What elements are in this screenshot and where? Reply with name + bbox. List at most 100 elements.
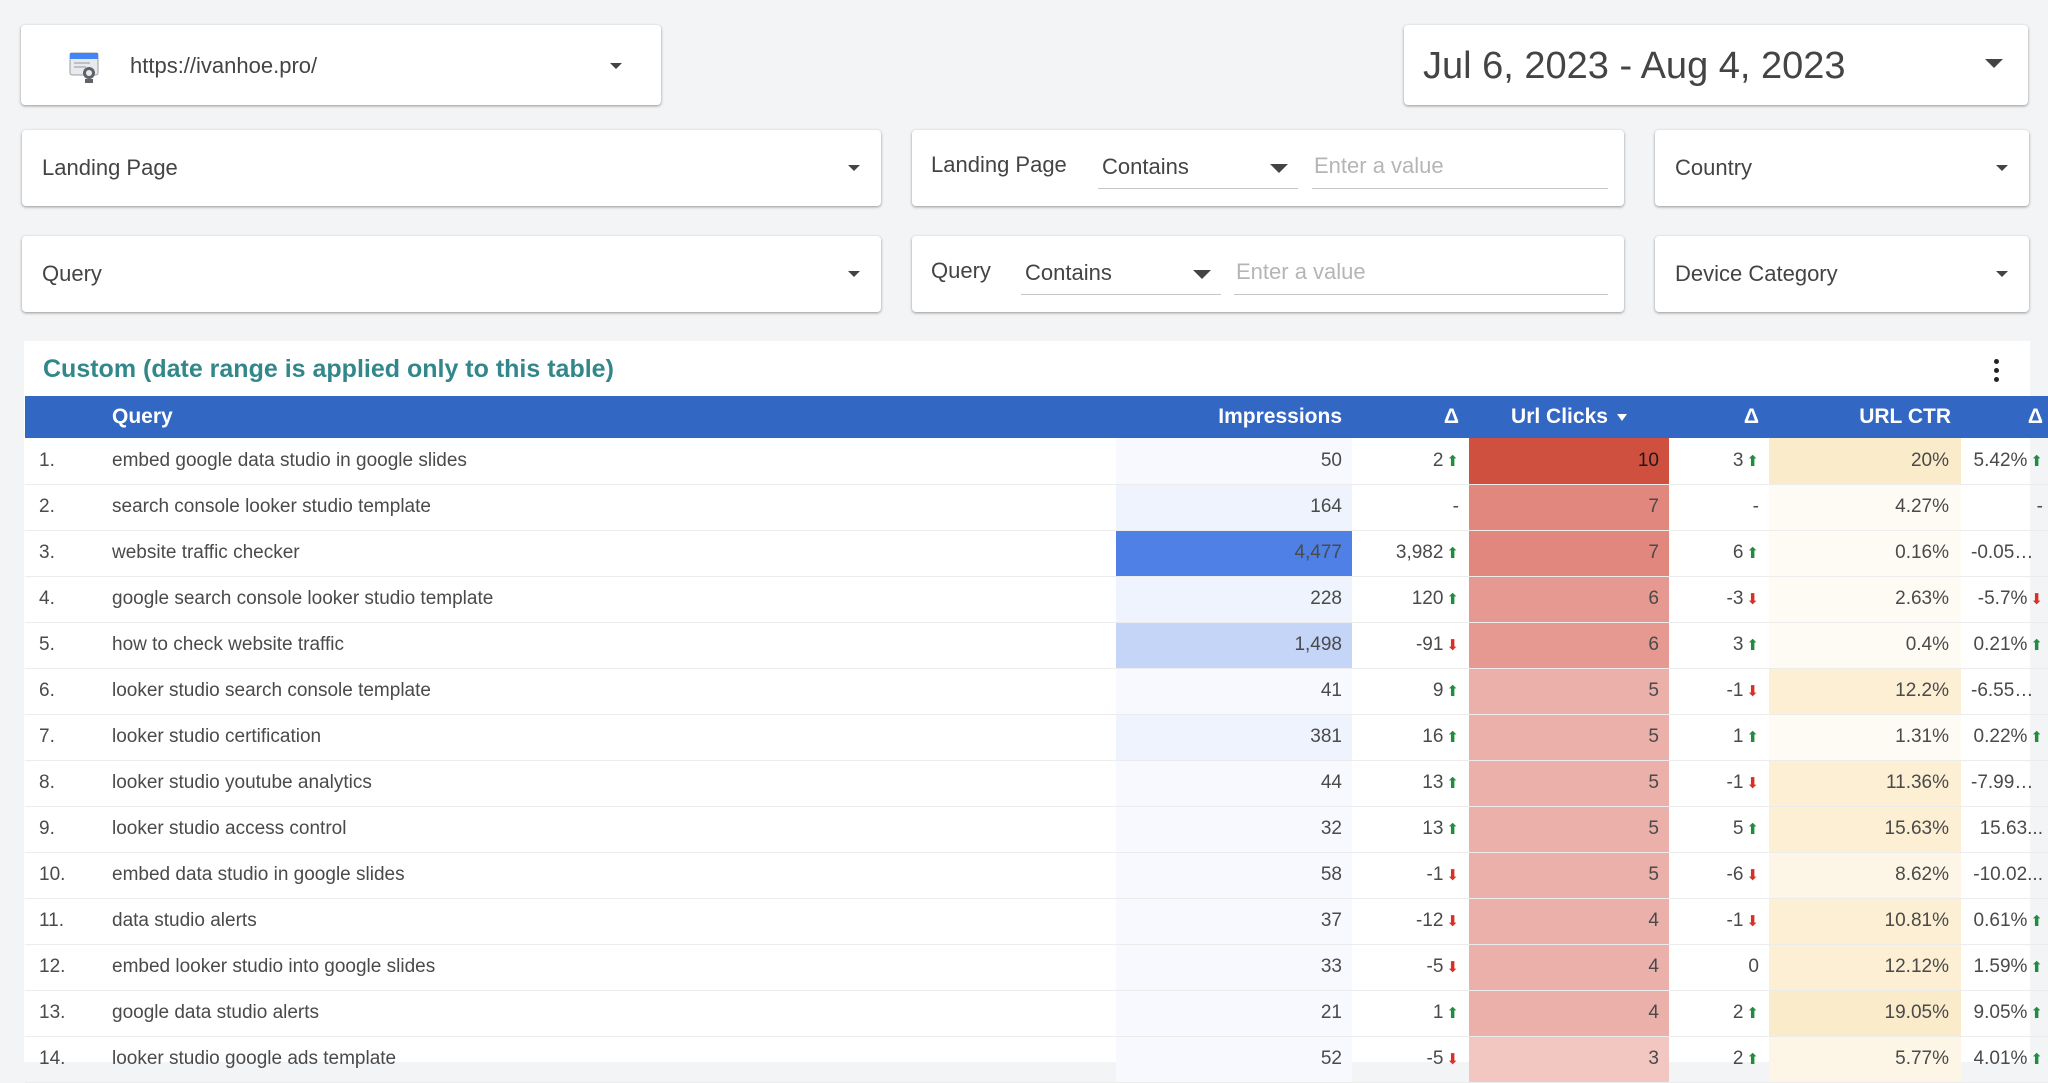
more-options-icon[interactable] [1994,359,2000,383]
header-url-clicks[interactable]: Url Clicks [1469,396,1669,438]
ctr-delta-cell: 9.05% ⬆ [1961,990,2048,1036]
url-clicks-cell: 5 [1469,668,1669,714]
url-clicks-cell: 6 [1469,576,1669,622]
table-row[interactable]: 13. google data studio alerts 21 1 ⬆ 4 2 ⬆ 19.05… [25,990,2048,1036]
header-query[interactable]: Query [112,405,173,428]
table-row[interactable]: 6. looker studio search console template 4… [25,668,2048,714]
query-filter-label: Query [931,258,991,283]
clicks-delta-cell-value: -1 [1726,772,1744,793]
header-impressions[interactable]: Impressions [1218,405,1342,428]
row-number: 7. [25,714,102,760]
table-row[interactable]: 5. how to check website traffic 1,498 -91 ⬇ 6… [25,622,2048,668]
arrow-up-icon: ⬆ [2030,913,2043,930]
ctr-delta-cell-value: 0.61% [1973,910,2028,931]
url-ctr-cell-value: 2.63% [1895,588,1949,609]
landing-page-operator-value: Contains [1102,154,1189,179]
query-value-input-wrap [1234,250,1612,295]
ctr-delta-cell: 4.01% ⬆ [1961,1036,2048,1082]
url-clicks-cell-value: 4 [1648,910,1659,931]
table-row[interactable]: 8. looker studio youtube analytics 44 13 ⬆ 5-… [25,760,2048,806]
impressions-cell: 381 [1116,714,1352,760]
table-row[interactable]: 11. data studio alerts 37 -12 ⬇ 4 -1 ⬇ 10.81% 0.6… [25,898,2048,944]
arrow-up-icon: ⬆ [1746,821,1759,838]
ctr-delta-cell-value: 5.42% [1973,449,2028,471]
ctr-delta-cell: 1.59% ⬆ [1961,944,2048,990]
arrow-up-icon: ⬆ [1746,452,1759,470]
header-impressions-delta[interactable]: Δ [1443,405,1459,428]
search-console-icon [65,47,103,85]
url-clicks-cell-value: 6 [1648,588,1659,609]
impressions-delta-cell: 13 ⬆ [1352,760,1469,806]
table-row[interactable]: 1. embed google data studio in google sli… [25,438,2048,484]
url-ctr-cell: 20% [1769,438,1961,484]
chevron-down-icon[interactable] [848,165,860,171]
url-clicks-cell-value: 4 [1648,956,1659,977]
url-ctr-cell-value: 12.12% [1884,956,1949,977]
arrow-up-icon: ⬆ [1446,591,1459,608]
clicks-delta-cell-value: 3 [1732,449,1744,471]
landing-page-dropdown[interactable]: Landing Page [22,130,881,206]
table-row[interactable]: 3. website traffic checker 4,477 3,982 ⬆ 7 6 ⬆ 0… [25,530,2048,576]
impressions-delta-cell: -91 ⬇ [1352,622,1469,668]
header-clicks-delta[interactable]: Δ [1743,405,1759,428]
ctr-delta-cell: -6.55%... [1961,668,2048,714]
clicks-delta-cell-value: 2 [1732,1002,1744,1023]
site-url: https://ivanhoe.pro/ [130,53,318,78]
impressions-cell-value: 164 [1310,496,1342,517]
chevron-down-icon[interactable] [610,63,622,69]
url-ctr-cell: 15.63% [1769,806,1961,852]
ctr-delta-cell: -0.05%... [1961,530,2048,576]
arrow-down-icon: ⬇ [1446,959,1459,976]
landing-page-dropdown-label: Landing Page [42,155,178,180]
header-rownum [25,396,102,438]
url-ctr-cell-value: 5.77% [1895,1048,1949,1069]
table-row[interactable]: 2. search console looker studio template 1… [25,484,2048,530]
query-value-input[interactable] [1234,254,1612,290]
ctr-delta-cell: 0.61% ⬆ [1961,898,2048,944]
chevron-down-icon[interactable] [1996,271,2008,277]
table-row[interactable]: 12. embed looker studio into google slide… [25,944,2048,990]
query-cell: embed looker studio into google slides [102,944,1116,990]
table-row[interactable]: 4. google search console looker studio te… [25,576,2048,622]
url-ctr-cell: 12.2% [1769,668,1961,714]
header-ctr-delta[interactable]: Δ [2027,405,2043,428]
ctr-delta-cell-value: -5.7% [1977,588,2028,609]
query-operator-select[interactable]: Contains [1021,250,1221,295]
chevron-down-icon[interactable] [1996,165,2008,171]
impressions-cell: 44 [1116,760,1352,806]
chevron-down-icon [1193,270,1211,279]
query-cell-value: looker studio access control [112,818,347,839]
impressions-cell-value: 32 [1320,818,1342,839]
country-dropdown[interactable]: Country [1655,130,2029,206]
table-row[interactable]: 7. looker studio certification 381 16 ⬆ 5 1 ⬆ 1.… [25,714,2048,760]
table-row[interactable]: 14. looker studio google ads template 52 -5… [25,1036,2048,1082]
device-category-dropdown[interactable]: Device Category [1655,236,2029,312]
landing-page-value-input[interactable] [1312,148,1612,184]
row-number-value: 7. [39,726,55,747]
impressions-delta-cell-value: -12 [1415,910,1444,931]
row-number: 8. [25,760,102,806]
chevron-down-icon[interactable] [1985,59,2003,68]
landing-page-operator-select[interactable]: Contains [1098,144,1298,189]
clicks-delta-cell: 2 ⬆ [1669,1036,1769,1082]
query-filter: Query Contains [912,236,1624,312]
row-number-value: 4. [39,588,55,609]
impressions-delta-cell-value: -1 [1426,864,1444,885]
query-cell-value: google data studio alerts [112,1002,320,1023]
impressions-cell: 1,498 [1116,622,1352,668]
query-dropdown[interactable]: Query [22,236,881,312]
site-selector[interactable]: https://ivanhoe.pro/ [21,25,661,105]
date-range-selector[interactable]: Jul 6, 2023 - Aug 4, 2023 [1404,25,2028,105]
url-ctr-cell: 4.27% [1769,484,1961,530]
query-cell-value: looker studio certification [112,726,322,747]
header-url-ctr[interactable]: URL CTR [1859,405,1951,428]
clicks-delta-cell-value: - [1752,496,1759,517]
ctr-delta-cell: 15.63... [1961,806,2048,852]
table-row[interactable]: 10. embed data studio in google slides 58-… [25,852,2048,898]
query-cell: embed data studio in google slides [102,852,1116,898]
impressions-delta-cell: -5 ⬇ [1352,1036,1469,1082]
table-row[interactable]: 9. looker studio access control 32 13 ⬆ 5 5 ⬆ 15… [25,806,2048,852]
impressions-delta-cell: -5 ⬇ [1352,944,1469,990]
url-ctr-cell: 0.16% [1769,530,1961,576]
chevron-down-icon[interactable] [848,271,860,277]
